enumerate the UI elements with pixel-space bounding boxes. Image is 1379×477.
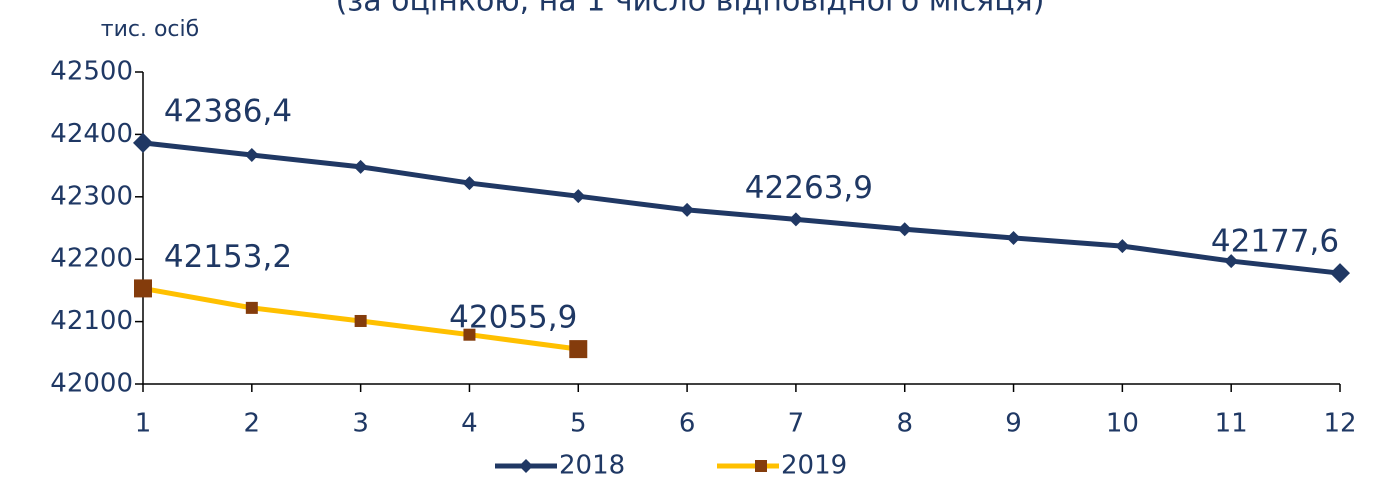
data-label: 42153,2 — [164, 239, 292, 275]
data-label: 42055,9 — [449, 300, 577, 336]
marker — [680, 202, 695, 217]
y-tick-label: 42100 — [50, 306, 133, 336]
marker — [244, 147, 259, 162]
marker — [897, 222, 912, 237]
marker — [1330, 263, 1350, 284]
marker — [133, 132, 153, 153]
x-tick-label: 3 — [352, 409, 369, 439]
x-tick-label: 8 — [896, 409, 913, 439]
x-tick-label: 12 — [1323, 409, 1356, 439]
x-tick-label: 4 — [461, 409, 478, 439]
marker — [462, 176, 477, 191]
marker — [134, 279, 152, 298]
legend-label: 2019 — [781, 451, 847, 477]
x-tick-label: 10 — [1106, 409, 1139, 439]
marker — [353, 159, 368, 174]
y-axis-label: тис. осіб — [101, 17, 199, 42]
x-tick-label: 1 — [135, 409, 152, 439]
chart-title: (за оцінкою, на 1 число відповідного міс… — [336, 0, 1045, 19]
data-label: 42177,6 — [1211, 224, 1339, 260]
marker — [571, 189, 586, 204]
series-line — [142, 140, 1341, 276]
legend-label: 2018 — [559, 451, 625, 477]
x-tick-label: 2 — [244, 409, 261, 439]
x-tick-label: 7 — [788, 409, 805, 439]
x-tick-label: 11 — [1215, 409, 1248, 439]
data-label: 42263,9 — [745, 170, 873, 206]
marker — [1115, 239, 1130, 254]
marker — [755, 460, 767, 472]
y-tick-label: 42000 — [50, 369, 133, 399]
y-tick-label: 42200 — [50, 244, 133, 274]
marker — [1224, 254, 1239, 269]
marker — [463, 328, 476, 341]
y-tick-label: 42400 — [50, 119, 133, 149]
marker — [354, 314, 367, 327]
marker — [519, 459, 533, 473]
data-label: 42386,4 — [164, 93, 292, 129]
marker — [245, 301, 258, 314]
marker — [569, 340, 588, 359]
marker — [1006, 230, 1021, 245]
y-tick-label: 42300 — [50, 181, 133, 211]
y-tick-label: 42500 — [50, 57, 133, 87]
x-tick-label: 5 — [570, 409, 587, 439]
x-tick-label: 9 — [1005, 409, 1022, 439]
x-tick-label: 6 — [679, 409, 696, 439]
marker — [788, 212, 803, 227]
